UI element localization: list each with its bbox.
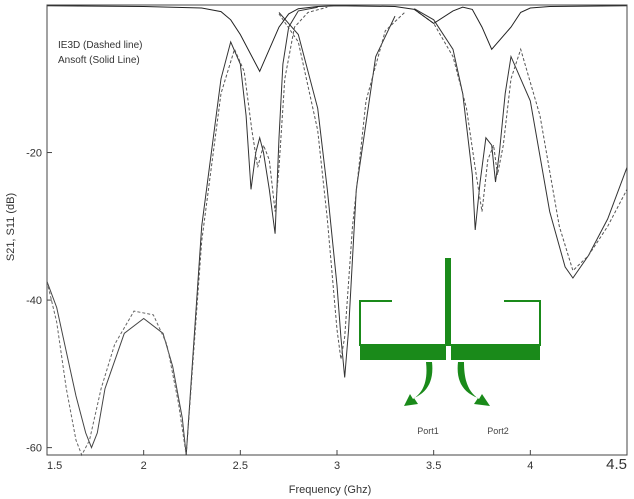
series-layer bbox=[46, 5, 628, 457]
x-axis-label: Frequency (Ghz) bbox=[289, 484, 372, 496]
inset-left-open-stub bbox=[359, 300, 392, 346]
inset-right-feed-line bbox=[451, 344, 540, 360]
y-tick-label: -20 bbox=[26, 148, 42, 160]
inset-vertical-stub bbox=[445, 258, 451, 346]
series-line-5 bbox=[278, 12, 396, 378]
x-tick-label: 2 bbox=[141, 460, 147, 472]
series-line-8 bbox=[414, 8, 628, 272]
port1-label: Port1 bbox=[417, 426, 439, 436]
filter-layout-inset bbox=[359, 258, 541, 406]
legend-line-2: Ansoft (Solid Line) bbox=[58, 55, 140, 66]
x-tick-label: 2.5 bbox=[233, 460, 248, 472]
inset-left-feed-line bbox=[360, 344, 446, 360]
series-line-3 bbox=[185, 6, 318, 456]
y-axis-label: S21, S11 (dB) bbox=[5, 193, 17, 261]
y-tick-label: -40 bbox=[26, 295, 42, 307]
x-tick-label: 3.5 bbox=[426, 460, 441, 472]
series-line-7 bbox=[414, 8, 628, 279]
inset-right-open-stub bbox=[504, 300, 541, 346]
x-tick-label: 1.5 bbox=[47, 460, 62, 472]
inset-right-arrow bbox=[457, 362, 490, 406]
x-tick-label: 3 bbox=[334, 460, 340, 472]
ticks-layer: 1.5 2 2.5 3 3.5 4 4.5 -20 -40 -60 bbox=[26, 148, 628, 473]
port2-label: Port2 bbox=[487, 426, 509, 436]
legend-line-1: IE3D (Dashed line) bbox=[58, 40, 142, 51]
series-line-2 bbox=[46, 281, 187, 457]
series-line-9 bbox=[46, 5, 628, 73]
x-tick-label: 4 bbox=[527, 460, 533, 472]
y-tick-label: -60 bbox=[26, 443, 42, 455]
x-tick-label: 4.5 bbox=[606, 456, 627, 473]
inset-left-arrow bbox=[404, 362, 433, 406]
series-line-1 bbox=[46, 281, 187, 456]
